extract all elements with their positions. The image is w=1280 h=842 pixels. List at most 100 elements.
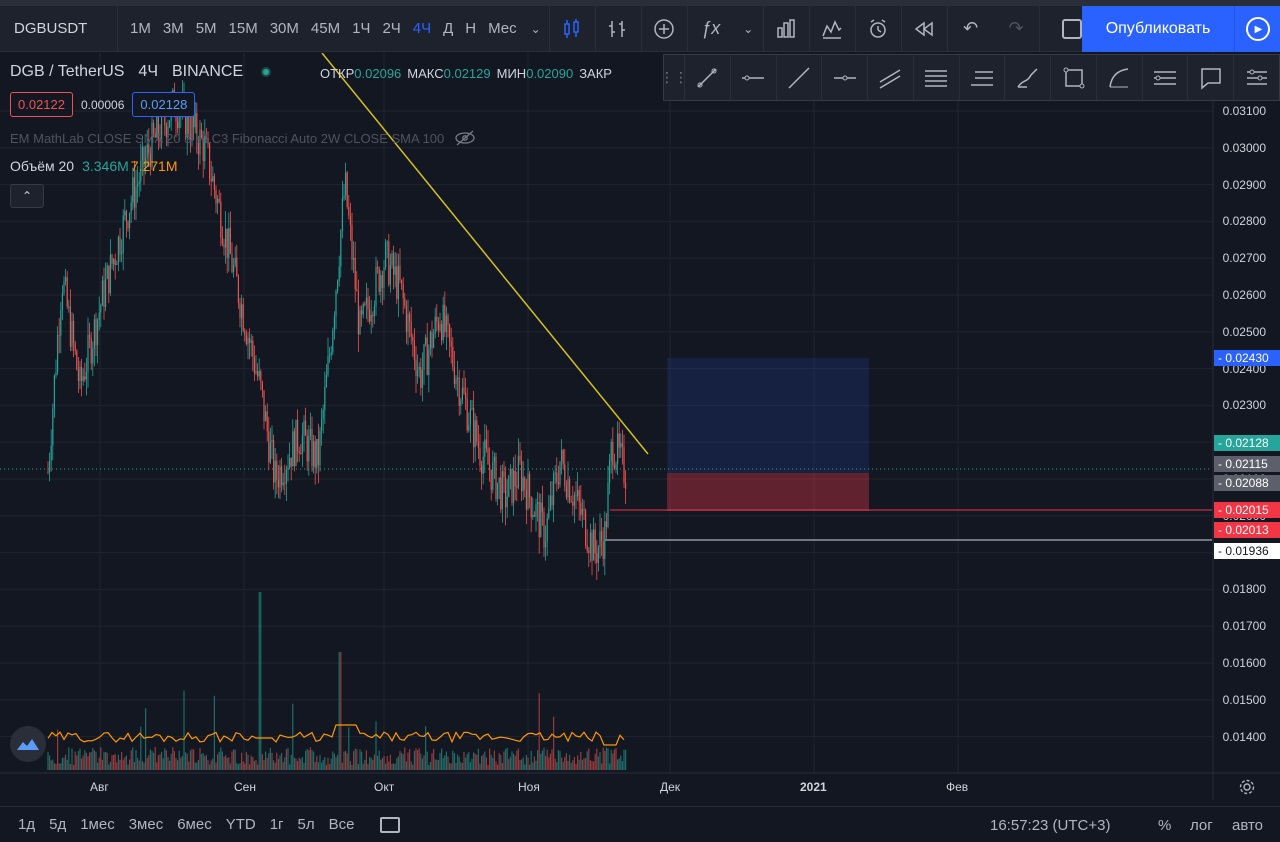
timeframe-30m[interactable]: 30М	[269, 20, 299, 37]
hidden-eye-icon[interactable]	[454, 130, 476, 146]
ray-tool-button[interactable]	[775, 55, 822, 100]
replay-icon[interactable]	[902, 5, 948, 52]
timeframe-15m[interactable]: 15М	[228, 20, 258, 37]
candle-body	[522, 477, 524, 492]
candle-body	[383, 267, 385, 288]
volume-bar	[178, 750, 180, 770]
candle-body	[389, 265, 391, 285]
volume-bar	[397, 756, 399, 770]
calendar-goto-icon[interactable]	[379, 816, 400, 833]
fx-dropdown-chevron-icon[interactable]: ⌄	[734, 5, 764, 52]
templates-icon[interactable]	[810, 5, 856, 52]
volume-bar	[47, 751, 49, 770]
volume-bar	[469, 762, 471, 770]
candle-body	[458, 377, 460, 406]
timeframe-3m[interactable]: 3М	[162, 20, 184, 37]
candle-body	[473, 407, 475, 448]
play-button[interactable]: ▶	[1234, 6, 1280, 52]
alert-icon[interactable]	[856, 5, 902, 52]
timeframe-2h[interactable]: 2Ч	[382, 20, 401, 37]
fx-icon[interactable]: ƒx	[701, 18, 721, 38]
volume-bar	[461, 763, 463, 770]
range-5y[interactable]: 5л	[297, 816, 315, 833]
comment-tool-button[interactable]	[1187, 55, 1233, 100]
bars-compare-icon[interactable]	[764, 5, 810, 52]
brush-tool-button[interactable]	[1004, 55, 1050, 100]
candle-body	[410, 321, 412, 337]
candle-body	[340, 230, 342, 267]
parallel-channel-tool-button[interactable]	[867, 55, 913, 100]
add-icon[interactable]	[642, 5, 688, 52]
range-3mo[interactable]: 3мес	[128, 816, 164, 833]
volume-bar	[138, 760, 140, 770]
timeframe-dropdown-chevron-icon[interactable]: ⌄	[530, 21, 541, 36]
volume-bar	[114, 753, 116, 770]
timeframe-1m[interactable]: 1М	[130, 20, 151, 37]
chart-settings-gear-icon[interactable]	[1238, 778, 1256, 796]
range-5d[interactable]: 5д	[49, 816, 67, 833]
sell-price-button[interactable]: 0.02122	[10, 92, 73, 117]
chart-canvas[interactable]	[0, 53, 1280, 800]
candle-body	[201, 129, 203, 138]
volume-bar	[89, 752, 91, 770]
indicator-legend[interactable]: EM MathLab CLOSE SMA 20 3 HLC3 Fibonacci…	[10, 130, 476, 146]
candle-body	[76, 350, 78, 370]
timeframe-45m[interactable]: 45М	[310, 20, 341, 37]
range-1mo[interactable]: 1мес	[80, 816, 115, 833]
publish-button[interactable]: Опубликовать	[1082, 6, 1234, 52]
volume-bar	[481, 756, 483, 770]
timeframe-1d[interactable]: Д	[443, 20, 454, 37]
rectangle-tool-button[interactable]	[1050, 55, 1096, 100]
tradingview-logo-icon[interactable]	[10, 726, 46, 762]
volume-bar	[97, 762, 99, 770]
candle-body	[407, 313, 409, 332]
undo-icon[interactable]: ↶	[963, 18, 979, 38]
fib-retracement-tool-button[interactable]	[912, 55, 959, 100]
candle-body	[122, 215, 124, 254]
candles-icon[interactable]	[550, 5, 596, 52]
range-all[interactable]: Все	[328, 816, 355, 833]
candle-body	[481, 465, 483, 474]
candle-body	[380, 275, 382, 292]
timeframe-1h[interactable]: 1Ч	[352, 20, 371, 37]
volume-bar	[220, 747, 222, 770]
horizontal-line-tool-button[interactable]	[821, 55, 867, 100]
volume-bar	[297, 761, 299, 770]
timeframe-5m[interactable]: 5М	[195, 20, 217, 37]
drag-handle-icon[interactable]: ⋮⋮	[660, 69, 688, 85]
candle-body	[178, 116, 180, 129]
volume-bar	[565, 753, 567, 770]
trend-line-tool-button[interactable]	[684, 55, 730, 100]
volume-bar	[442, 758, 444, 770]
arc-tool-button[interactable]	[1095, 55, 1142, 100]
redo-icon[interactable]: ↷	[994, 5, 1040, 52]
range-6mo[interactable]: 6мес	[177, 816, 212, 833]
fullscreen-toggle[interactable]	[1062, 19, 1082, 39]
timeframe-4h[interactable]: 4Ч	[412, 20, 432, 37]
fib-channel-tool-button[interactable]	[1141, 55, 1188, 100]
volume-bar	[180, 757, 182, 770]
log-scale-toggle[interactable]: лог	[1190, 817, 1213, 834]
candle-body	[146, 144, 148, 158]
candle-body	[89, 334, 91, 338]
buy-price-button[interactable]: 0.02128	[132, 92, 196, 117]
symbol-search[interactable]: DGBUSDT	[0, 5, 118, 52]
clock-timezone[interactable]: 16:57:23 (UTC+3)	[990, 817, 1111, 834]
candle-body	[92, 348, 94, 364]
indicators-icon[interactable]	[596, 5, 642, 52]
candle-body	[535, 503, 537, 517]
timeframe-1w[interactable]: Н	[465, 20, 477, 37]
candle-body	[197, 142, 199, 155]
price-chart[interactable]	[0, 53, 1280, 800]
percent-scale-toggle[interactable]: %	[1158, 817, 1172, 834]
fib-extension-tool-button[interactable]	[958, 55, 1005, 100]
range-ytd[interactable]: YTD	[225, 816, 256, 833]
horizontal-ray-tool-button[interactable]	[729, 55, 776, 100]
range-1d[interactable]: 1д	[18, 816, 36, 833]
open-value: 0.02096	[354, 66, 402, 81]
timeframe-1mo[interactable]: Мес	[488, 20, 517, 37]
more-tools-button[interactable]	[1233, 55, 1279, 100]
range-1y[interactable]: 1г	[269, 816, 284, 833]
collapse-legend-button[interactable]: ⌃	[10, 184, 44, 208]
auto-scale-toggle[interactable]: авто	[1232, 817, 1264, 834]
